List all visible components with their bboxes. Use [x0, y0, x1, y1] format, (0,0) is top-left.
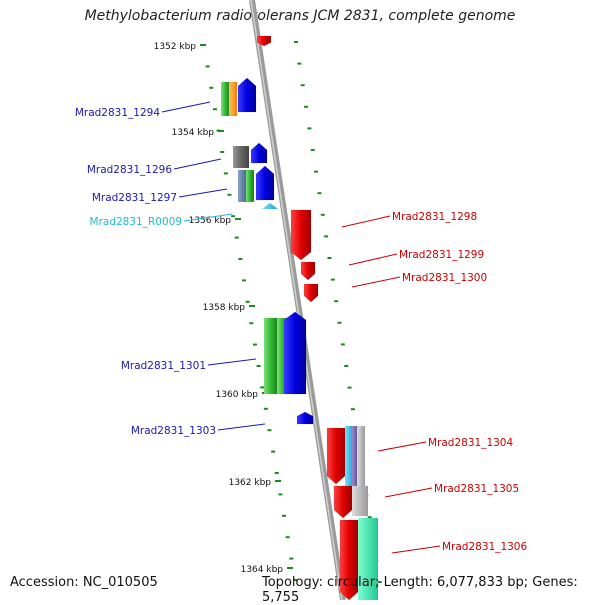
- cog-color-bar: [221, 82, 230, 116]
- cog-color-bar: [352, 426, 358, 486]
- kbp-label: 1364 kbp: [241, 565, 284, 575]
- cog-color-bar: [246, 170, 254, 202]
- reverse-gene-glyph: [339, 519, 359, 600]
- kbp-scale: 1352 kbp 1354 kbp 1356 kbp 1358 kbp 1360 kbp…: [154, 42, 293, 575]
- kbp-label: 1356 kbp: [189, 216, 232, 226]
- gene-leader-line: [173, 158, 222, 170]
- gene-label[interactable]: Mrad2831_1300: [402, 272, 487, 284]
- gene-label[interactable]: Mrad2831_1301: [121, 360, 206, 372]
- gene-leader-line: [384, 487, 433, 498]
- gene-label[interactable]: Mrad2831_R0009: [90, 216, 182, 228]
- cog-color-bar: [357, 426, 365, 486]
- genome-backbone: [249, 0, 346, 600]
- forward-gene-glyph: [255, 165, 275, 201]
- gene-label[interactable]: Mrad2831_1296: [87, 164, 172, 176]
- gene-label[interactable]: Mrad2831_1303: [131, 425, 216, 437]
- gene-leader-line: [377, 441, 427, 452]
- cog-color-bar: [229, 82, 237, 116]
- forward-gene-glyph: [237, 77, 257, 113]
- gene-label[interactable]: Mrad2831_1306: [442, 541, 527, 553]
- genome-title: Methylobacterium radiotolerans JCM 2831,…: [84, 8, 516, 24]
- gene-labels: Mrad2831_1294 Mrad2831_1296 Mrad2831_1297 M…: [75, 101, 527, 554]
- forward-gene-glyph: [283, 311, 307, 395]
- reverse-gene-glyph: [300, 261, 316, 281]
- gene-label[interactable]: Mrad2831_1297: [92, 192, 177, 204]
- kbp-label: 1360 kbp: [216, 390, 259, 400]
- gene-features: [221, 35, 378, 600]
- cog-color-bar: [345, 426, 353, 486]
- gene-label[interactable]: Mrad2831_1304: [428, 437, 513, 449]
- reverse-gene-glyph: [256, 35, 272, 47]
- gene-leader-line: [183, 213, 233, 222]
- kbp-label: 1358 kbp: [203, 303, 246, 313]
- gene-leader-line: [207, 358, 257, 366]
- genome-backbone-highlight: [250, 0, 343, 600]
- kbp-label: 1352 kbp: [154, 42, 197, 52]
- reverse-gene-glyph: [303, 283, 319, 303]
- tick-marks-left: [202, 44, 297, 581]
- cog-color-bar: [233, 146, 249, 168]
- gene-leader-line: [178, 188, 228, 198]
- gene-leader-line: [348, 253, 398, 266]
- cog-color-bar: [352, 486, 368, 516]
- gene-leader-line: [341, 215, 391, 228]
- gene-label[interactable]: Mrad2831_1305: [434, 483, 519, 495]
- cog-color-bar: [238, 170, 246, 202]
- cog-color-bar: [358, 518, 378, 600]
- rna-gene-glyph: [262, 203, 278, 209]
- gene-leader-line: [391, 545, 441, 554]
- cog-color-bar: [264, 318, 278, 394]
- kbp-label: 1362 kbp: [229, 478, 272, 488]
- forward-gene-glyph: [250, 142, 268, 164]
- gene-label[interactable]: Mrad2831_1299: [399, 249, 484, 261]
- reverse-gene-glyph: [333, 485, 353, 519]
- accession-label: Accession: NC_010505: [10, 575, 158, 590]
- forward-gene-glyph: [296, 411, 314, 425]
- gene-label[interactable]: Mrad2831_1298: [392, 211, 477, 223]
- gene-leader-line: [161, 101, 211, 113]
- reverse-gene-glyph: [290, 209, 312, 261]
- reverse-gene-glyph: [326, 427, 346, 485]
- topology-label: Topology: circular; Length: 6,077,833 bp…: [262, 575, 578, 605]
- gene-leader-line: [217, 423, 266, 431]
- gene-leader-line: [351, 276, 401, 288]
- kbp-label: 1354 kbp: [172, 128, 215, 138]
- gene-label[interactable]: Mrad2831_1294: [75, 107, 160, 119]
